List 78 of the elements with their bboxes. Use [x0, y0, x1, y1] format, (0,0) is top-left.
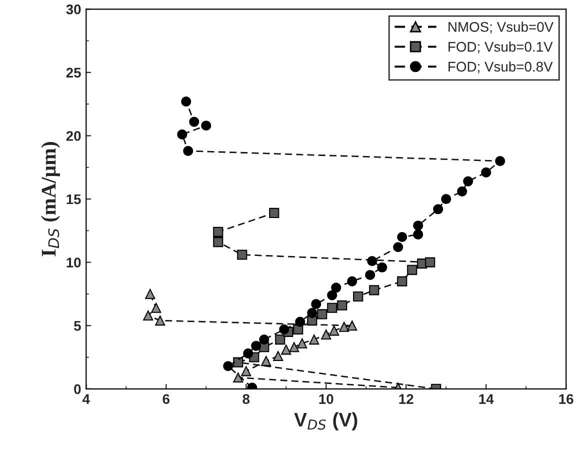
point — [369, 285, 380, 296]
point — [317, 309, 328, 320]
point — [261, 356, 272, 366]
x-axis-title: V$_{DS}$ (V) — [294, 412, 358, 430]
point — [241, 366, 252, 376]
point — [213, 237, 224, 248]
point — [177, 129, 188, 140]
point — [393, 242, 404, 252]
point — [189, 116, 200, 127]
x-tick-label: 8 — [242, 394, 250, 404]
point — [457, 186, 468, 196]
point — [463, 176, 474, 186]
legend-label: FOD; Vsub=0.8V — [448, 61, 553, 74]
x-tick-label: 14 — [479, 394, 494, 404]
point — [329, 326, 340, 336]
y-tick-label: 25 — [66, 68, 81, 78]
point — [413, 229, 424, 240]
point — [337, 300, 348, 310]
point — [413, 220, 424, 231]
point — [311, 299, 322, 310]
y-tick-label: 0 — [74, 384, 81, 394]
point — [275, 334, 286, 345]
point — [481, 167, 492, 178]
point — [237, 250, 248, 260]
point — [281, 344, 292, 355]
point — [425, 257, 436, 268]
point — [295, 316, 306, 327]
point — [269, 208, 280, 218]
point — [367, 256, 378, 266]
point — [151, 302, 162, 313]
point — [279, 324, 290, 334]
point — [321, 329, 332, 340]
point — [331, 282, 342, 293]
y-tick-label: 15 — [66, 194, 81, 204]
point — [181, 96, 192, 107]
point — [353, 291, 364, 302]
y-axis-title: I$_{DS}$ (mA/μm) — [41, 142, 60, 256]
x-tick-label: 10 — [319, 394, 334, 404]
point — [273, 350, 284, 362]
point — [347, 276, 358, 286]
point — [397, 232, 408, 242]
point — [377, 262, 388, 272]
point — [213, 226, 224, 237]
point — [223, 361, 234, 372]
point — [495, 156, 506, 166]
point — [145, 288, 156, 299]
point — [259, 334, 270, 345]
point — [339, 322, 350, 332]
x-tick-label: 16 — [559, 394, 574, 404]
point — [309, 334, 320, 345]
y-tick-label: 5 — [74, 321, 81, 331]
point — [297, 338, 308, 348]
point — [441, 194, 452, 204]
legend-label: NMOS; Vsub=0V — [448, 22, 554, 34]
point — [155, 316, 166, 326]
point — [201, 120, 212, 131]
x-tick-label: 6 — [162, 394, 170, 404]
point — [327, 290, 338, 300]
point — [397, 276, 408, 286]
point — [347, 320, 358, 331]
point — [433, 204, 444, 214]
x-tick-label: 4 — [82, 394, 90, 404]
x-tick-label: 12 — [399, 394, 414, 404]
point — [251, 340, 262, 351]
point — [289, 342, 300, 352]
y-tick-label: 10 — [66, 258, 81, 268]
point — [327, 302, 338, 313]
point — [307, 308, 318, 318]
y-tick-label: 20 — [66, 131, 81, 141]
point — [365, 270, 376, 280]
point — [233, 372, 244, 383]
legend-label: FOD; Vsub=0.1V — [448, 42, 553, 54]
y-tick-label: 30 — [66, 4, 81, 14]
point — [183, 146, 194, 156]
point — [233, 357, 244, 368]
point — [407, 264, 418, 275]
point — [143, 310, 154, 321]
point — [243, 348, 254, 358]
